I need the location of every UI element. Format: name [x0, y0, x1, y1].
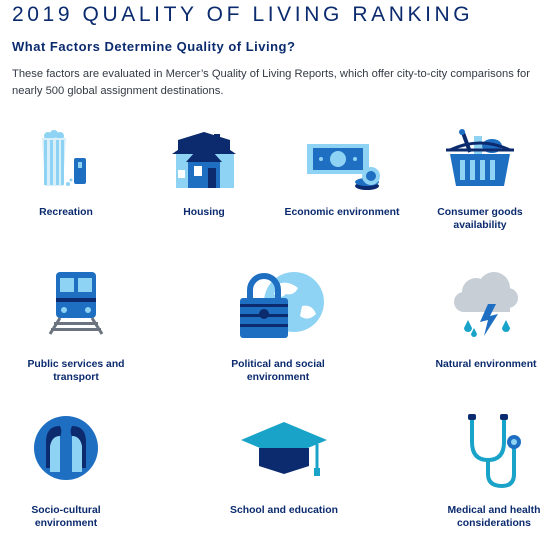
factor-label: Recreation [39, 207, 93, 218]
factor-label: Socio-cultural environment [31, 505, 101, 529]
factor-label: Medical and health considerations [447, 505, 541, 529]
stethoscope-icon [468, 414, 521, 489]
factor-public-services: Public services and transport [10, 270, 142, 390]
factor-natural: Natural environment [420, 270, 550, 390]
factor-economic: Economic environment [276, 128, 408, 238]
shopping-basket-icon [446, 129, 514, 186]
banknote-coins-icon [307, 144, 380, 190]
house-icon [172, 132, 236, 188]
factor-label: Political and social environment [231, 359, 325, 383]
factor-consumer-goods: Consumer goods availability [414, 128, 546, 238]
storm-cloud-icon [454, 272, 518, 337]
page-subtitle: What Factors Determine Quality of Living… [12, 39, 296, 54]
page-title: 2019 QUALITY OF LIVING RANKING [12, 3, 474, 26]
factor-housing: Housing [138, 128, 270, 238]
factor-label: Economic environment [284, 207, 400, 218]
factor-label: Consumer goods availability [437, 207, 523, 231]
popcorn-icon [42, 130, 86, 186]
factor-label: School and education [230, 505, 338, 516]
factor-socio-cultural: Socio-cultural environment [0, 412, 132, 537]
factor-label: Natural environment [435, 359, 537, 370]
factor-school: School and education [218, 412, 350, 537]
factor-recreation: Recreation [0, 128, 132, 238]
two-faces-icon [34, 416, 98, 480]
factor-label: Housing [183, 207, 225, 218]
graduation-cap-icon [241, 422, 327, 476]
padlock-globe-icon [240, 272, 324, 338]
factor-political: Political and social environment [212, 270, 344, 390]
train-icon [48, 272, 104, 335]
factor-medical: Medical and health considerations [428, 412, 550, 537]
intro-paragraph: These factors are evaluated in Mercer’s … [12, 68, 530, 97]
factor-label: Public services and transport [27, 359, 125, 383]
